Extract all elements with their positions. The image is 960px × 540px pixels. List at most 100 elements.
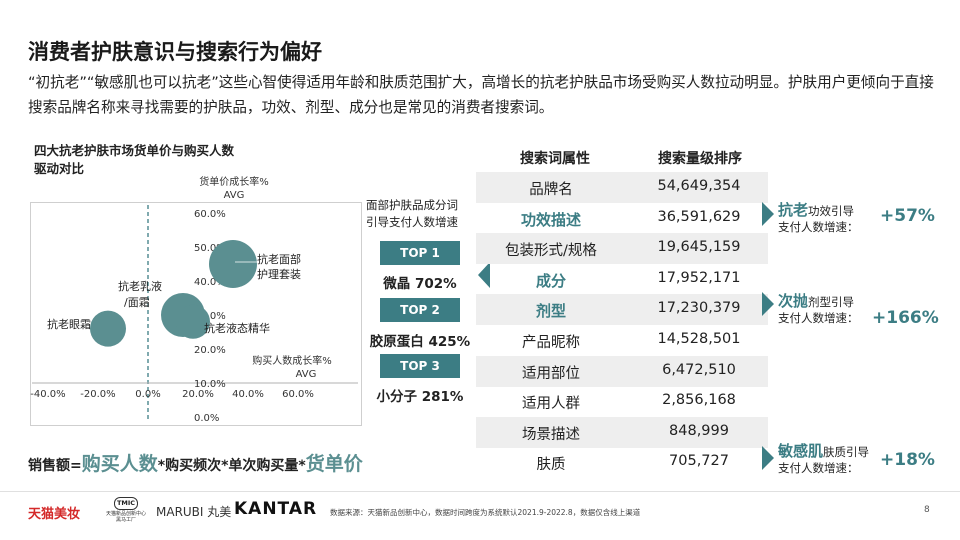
x-tick-label: -40.0% [30, 389, 65, 400]
top1-badge: TOP 1 [380, 241, 460, 265]
bubble-label-eye-cream: 抗老眼霜 [47, 317, 91, 331]
bubble-label-set-2: 护理套装 [257, 267, 301, 281]
bubble-label-set-1: 抗老面部 [257, 252, 301, 266]
y-tick-label: 20.0% [194, 345, 226, 356]
table-cell-attribute: 成分 [535, 271, 566, 290]
callout-antiaging: 抗老功效引导 支付人数增速： [778, 202, 859, 235]
callout-antiaging-line2: 支付人数增速： [778, 220, 859, 234]
bubble-label-lotion-1: 抗老乳液 [118, 279, 162, 293]
callout-single-use-line2: 支付人数增速： [778, 311, 859, 325]
table-header-volume: 搜索量级排序 [658, 151, 742, 167]
chart-title: 四大抗老护肤市场货单价与购买人数 驱动对比 [34, 142, 234, 178]
bubble-point [209, 240, 257, 288]
table-cell-attribute: 剂型 [535, 302, 566, 321]
x-tick-label: -20.0% [80, 389, 115, 400]
arrow-right-icon [762, 202, 774, 226]
table-cell-attribute: 产品昵称 [522, 335, 580, 351]
page-title: 消费者护肤意识与搜索行为偏好 [28, 40, 322, 64]
callout-sensitive-line2: 支付人数增速： [778, 461, 859, 475]
callout-antiaging-type: 功效引导 [808, 204, 855, 218]
table-cell-volume: 17,230,379 [657, 300, 741, 317]
table-cell-volume: 705,727 [669, 453, 729, 470]
ingredient-caption-line-1: 面部护肤品成分词 [366, 198, 458, 212]
tmic-logo-text: 天猫新品创新中心 黑马工厂 [96, 511, 156, 523]
top3-badge: TOP 3 [380, 354, 460, 378]
sales-formula: 销售额=购买人数*购买频次*单次购买量*货单价 [28, 449, 363, 476]
chart-title-line-1: 四大抗老护肤市场货单价与购买人数 [34, 143, 235, 158]
tmic-logo-line-1: 天猫新品创新中心 [105, 511, 146, 517]
y-tick-label: 10.0% [194, 379, 226, 390]
footer-divider [0, 491, 960, 492]
table-cell-attribute: 场景描述 [522, 426, 580, 443]
bubble-chart: 60.0%50.0%40.0%30.0%20.0%10.0%0.0%-40.0%… [30, 175, 358, 424]
x-axis-label-avg: AVG [296, 369, 317, 380]
table-row-shade [476, 355, 768, 387]
kantar-logo: KANTAR [234, 499, 318, 519]
top1-value: 微晶 702% [383, 276, 457, 292]
formula-mid: *购买频次*单次购买量* [157, 458, 306, 474]
callout-single-use-keyword: 次抛 [778, 292, 809, 310]
table-row-shade [476, 172, 768, 203]
tmic-logo-mark: TMIC [114, 497, 138, 510]
page-number: 8 [924, 505, 930, 515]
tmic-logo-line-2: 黑马工厂 [115, 517, 136, 523]
table-cell-volume: 2,856,168 [662, 392, 736, 409]
top2-badge: TOP 2 [380, 298, 460, 322]
x-tick-label: 0.0% [135, 389, 160, 400]
table-cell-volume: 14,528,501 [657, 331, 741, 347]
bubble-point [90, 310, 126, 347]
arrow-right-icon [762, 446, 774, 470]
tmall-beauty-logo: 天猫美妆 [28, 507, 81, 522]
callout-single-use-type: 剂型引导 [808, 295, 855, 309]
table-row-shade [476, 416, 768, 448]
bubble-label-lotion-2: /面霜 [124, 296, 150, 309]
table-cell-attribute: 适用部位 [522, 365, 580, 382]
table-cell-volume: 54,649,354 [657, 178, 741, 194]
callout-single-use-pct: +166% [872, 308, 939, 328]
callout-sensitive-type: 肤质引导 [823, 445, 870, 459]
x-axis-label: 购买人数成长率% [252, 354, 332, 367]
data-source-note: 数据来源：天猫新品创新中心，数据时间跨度为系统默认2021.9-2022.8，数… [330, 508, 641, 517]
table-cell-volume: 36,591,629 [657, 208, 741, 225]
callout-sensitive: 敏感肌肤质引导 支付人数增速： [778, 443, 869, 476]
x-tick-label: 40.0% [232, 389, 264, 400]
formula-buyers: 购买人数 [81, 453, 158, 475]
chart-title-line-2: 驱动对比 [34, 161, 85, 176]
y-tick-label: 30.0% [194, 311, 226, 322]
top2-value: 胶原蛋白 425% [369, 334, 471, 350]
table-cell-attribute: 肤质 [536, 457, 566, 474]
y-tick-label: 50.0% [194, 243, 226, 254]
marubi-logo: MARUBI 丸美 [156, 505, 232, 519]
x-tick-label: 20.0% [182, 389, 214, 400]
bubble-chart-frame [30, 202, 362, 426]
ingredient-caption: 面部护肤品成分词 引导支付人数增速 [366, 197, 458, 231]
callout-sensitive-pct: +18% [880, 450, 935, 470]
callout-single-use: 次抛剂型引导 支付人数增速： [778, 293, 859, 326]
top3-value: 小分子 281% [376, 389, 464, 405]
table-cell-volume: 848,999 [669, 422, 729, 439]
table-cell-volume: 6,472,510 [662, 361, 736, 378]
formula-price: 货单价 [305, 453, 363, 475]
table-cell-volume: 19,645,159 [657, 239, 741, 256]
table-cell-attribute: 功效描述 [520, 210, 581, 229]
tmic-logo: TMIC 天猫新品创新中心 黑马工厂 [96, 497, 156, 525]
table-cell-attribute: 品牌名 [529, 182, 573, 198]
page-description: “初抗老”“敏感肌也可以抗老”这些心智使得适用年龄和肤质范围扩大，高增长的抗老护… [28, 74, 934, 116]
y-tick-label: 60.0% [194, 209, 226, 220]
arrow-left-icon [478, 262, 490, 288]
callout-antiaging-keyword: 抗老 [778, 201, 809, 219]
formula-prefix: 销售额= [28, 458, 82, 474]
table-cell-attribute: 适用人群 [522, 396, 580, 413]
bubble-point [176, 304, 210, 339]
table-header-attribute: 搜索词属性 [520, 151, 590, 167]
arrow-right-icon [762, 292, 774, 316]
y-axis-label-avg: AVG [224, 190, 245, 201]
y-tick-label: 40.0% [194, 277, 226, 288]
table-cell-volume: 17,952,171 [657, 269, 741, 286]
table-row-shade [476, 294, 768, 326]
table-row-shade [476, 233, 768, 265]
y-axis-label: 货单价成长率% [199, 175, 269, 188]
y-tick-label: 0.0% [194, 413, 219, 424]
bubble-label-serum: 抗老液态精华 [204, 321, 270, 335]
table-cell-attribute: 包装形式/规格 [505, 243, 597, 260]
